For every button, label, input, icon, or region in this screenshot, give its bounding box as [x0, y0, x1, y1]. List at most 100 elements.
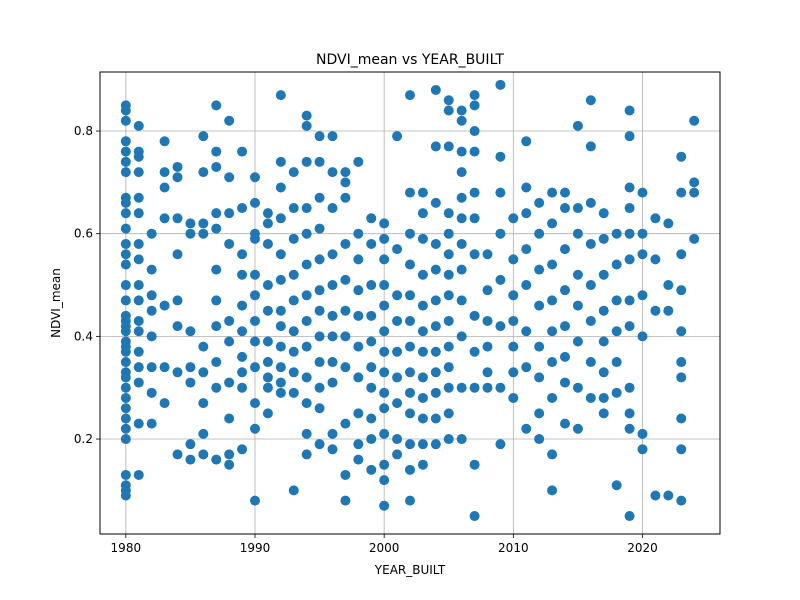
- data-point: [275, 182, 286, 193]
- data-point: [443, 341, 454, 352]
- data-point: [237, 382, 248, 393]
- data-point: [301, 228, 312, 239]
- data-point: [495, 321, 506, 332]
- y-tick-label: 0.6: [74, 227, 93, 241]
- data-point: [120, 115, 131, 126]
- data-point: [430, 439, 441, 450]
- data-point: [379, 403, 390, 414]
- data-point: [379, 500, 390, 511]
- data-point: [456, 264, 467, 275]
- data-point: [572, 203, 583, 214]
- data-point: [430, 84, 441, 95]
- data-point: [379, 459, 390, 470]
- data-point: [598, 392, 609, 403]
- data-point: [262, 238, 273, 249]
- data-point: [405, 228, 415, 239]
- data-point: [572, 423, 583, 434]
- data-point: [172, 367, 183, 378]
- data-point: [353, 285, 364, 296]
- data-point: [250, 336, 260, 347]
- data-point: [198, 428, 209, 439]
- data-point: [521, 208, 532, 219]
- data-point: [637, 187, 648, 198]
- data-point: [120, 249, 131, 260]
- data-point: [534, 264, 545, 275]
- data-point: [443, 382, 454, 393]
- data-point: [547, 392, 558, 403]
- data-point: [185, 454, 196, 465]
- data-point: [120, 382, 131, 393]
- data-point: [405, 90, 415, 101]
- data-point: [598, 367, 609, 378]
- data-point: [120, 403, 131, 414]
- data-point: [250, 398, 260, 409]
- data-point: [469, 126, 480, 137]
- data-point: [237, 444, 248, 455]
- data-point: [224, 336, 235, 347]
- data-point: [624, 254, 635, 265]
- data-point: [624, 105, 635, 116]
- data-point: [146, 387, 157, 398]
- data-point: [430, 141, 441, 152]
- data-point: [572, 336, 583, 347]
- data-point: [314, 357, 325, 368]
- data-point: [417, 392, 428, 403]
- data-point: [585, 197, 596, 208]
- data-point: [120, 423, 131, 434]
- axes-frame: [99, 71, 721, 535]
- data-point: [521, 326, 532, 337]
- data-point: [288, 203, 299, 214]
- data-point: [469, 100, 480, 111]
- data-point: [379, 367, 390, 378]
- data-point: [340, 469, 351, 480]
- data-point: [353, 310, 364, 321]
- data-point: [340, 238, 351, 249]
- data-point: [637, 249, 648, 260]
- data-point: [482, 382, 493, 393]
- data-point: [301, 372, 312, 383]
- data-point: [353, 228, 364, 239]
- data-point: [288, 387, 299, 398]
- data-point: [250, 197, 260, 208]
- data-point: [456, 192, 467, 203]
- data-point: [262, 408, 273, 419]
- data-point: [211, 295, 222, 306]
- data-point: [120, 208, 131, 219]
- data-point: [443, 434, 454, 445]
- data-point: [663, 218, 674, 229]
- data-point: [198, 367, 209, 378]
- data-point: [508, 315, 519, 326]
- data-point: [637, 228, 648, 239]
- data-point: [379, 280, 390, 291]
- data-point: [120, 223, 131, 234]
- data-point: [366, 382, 377, 393]
- data-point: [237, 367, 248, 378]
- data-point: [508, 392, 519, 403]
- data-point: [327, 444, 338, 455]
- data-point: [275, 387, 286, 398]
- data-point: [560, 377, 570, 388]
- data-point: [133, 315, 144, 326]
- data-point: [288, 269, 299, 280]
- data-point: [366, 413, 377, 424]
- data-point: [572, 228, 583, 239]
- data-point: [327, 280, 338, 291]
- data-point: [547, 259, 558, 270]
- data-point: [379, 218, 390, 229]
- data-point: [624, 382, 635, 393]
- data-point: [237, 300, 248, 311]
- data-point: [172, 249, 183, 260]
- data-point: [133, 469, 144, 480]
- data-point: [482, 367, 493, 378]
- data-point: [275, 305, 286, 316]
- data-point: [547, 357, 558, 368]
- data-point: [405, 464, 415, 475]
- data-point: [120, 295, 131, 306]
- data-point: [443, 105, 454, 116]
- data-point: [495, 151, 506, 162]
- data-point: [405, 315, 415, 326]
- data-point: [495, 274, 506, 285]
- data-point: [288, 295, 299, 306]
- data-point: [146, 228, 157, 239]
